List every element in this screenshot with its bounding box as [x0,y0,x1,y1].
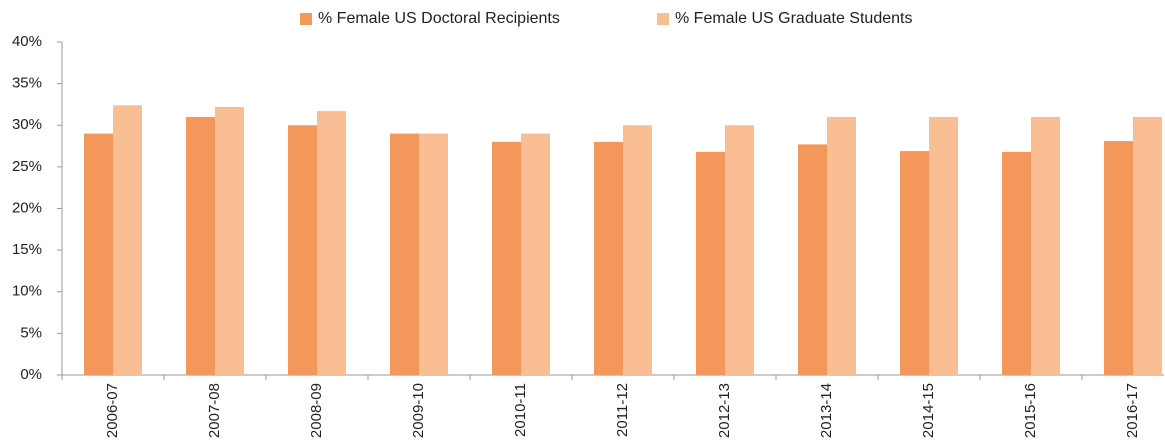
x-tick-label: 2013-14 [818,383,835,438]
y-tick-label: 35% [12,75,42,92]
legend-swatch [657,13,669,25]
bar [929,116,958,376]
bar [798,144,827,375]
bar [419,133,448,375]
y-tick-label: 30% [12,116,42,133]
legend-label: % Female US Graduate Students [675,10,912,27]
bar [827,116,856,376]
bar [1133,116,1162,376]
bar [492,141,521,375]
y-tick-label: 10% [12,283,42,300]
bar [696,151,725,375]
x-tick-label: 2007-08 [206,383,223,438]
bar [594,141,623,375]
y-tick-label: 20% [12,199,42,216]
bar [390,133,419,375]
y-tick-label: 5% [20,324,42,341]
bar [900,151,929,375]
x-tick-label: 2009-10 [410,383,427,438]
bar [317,111,346,375]
bar [521,133,550,375]
bar [113,105,142,376]
bar [215,106,244,375]
x-tick-label: 2008-09 [308,383,325,438]
bar [1031,116,1060,376]
bar [725,125,754,375]
x-tick-label: 2010-11 [512,383,529,437]
x-tick-label: 2014-15 [920,383,937,438]
x-tick-label: 2015-16 [1022,383,1039,438]
bar [84,133,113,375]
y-tick-label: 40% [12,33,42,50]
bar [186,116,215,376]
legend-swatch [300,13,312,25]
x-tick-label: 2006-07 [104,383,121,438]
x-tick-label: 2011-12 [614,383,631,437]
x-tick-label: 2012-13 [716,383,733,438]
y-tick-label: 0% [20,366,42,383]
y-tick-label: 25% [12,158,42,175]
legend-label: % Female US Doctoral Recipients [318,10,560,27]
bar [288,125,317,375]
bar [1002,151,1031,375]
bar [623,125,652,375]
y-tick-label: 15% [12,241,42,258]
bar [1104,141,1133,375]
x-tick-label: 2016-17 [1124,383,1141,438]
